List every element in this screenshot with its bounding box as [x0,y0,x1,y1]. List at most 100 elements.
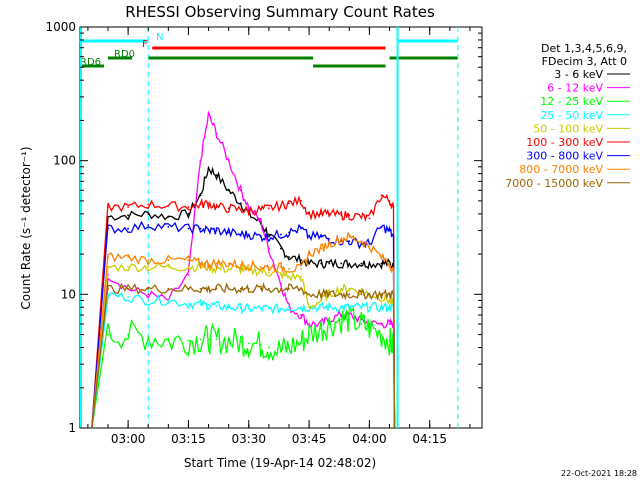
data-point [388,200,391,202]
y-tick-label: 1 [68,421,76,435]
data-point [259,266,262,268]
data-point [259,307,262,310]
data-point [308,212,310,215]
legend: Det 1,3,4,5,6,9,FDecim 3, Att 03 - 6 keV… [505,42,630,190]
data-point [388,262,391,265]
data-point [368,245,371,247]
data-point [147,287,150,290]
data-point [267,235,270,238]
data-point [300,341,302,343]
data-point [259,235,262,238]
data-point [320,212,323,215]
data-point [300,314,302,316]
data-point [167,204,170,207]
data-point [368,242,371,245]
data-point [328,293,331,296]
data-point [320,262,323,265]
data-point [288,202,290,205]
data-point [127,296,130,299]
data-point [167,259,170,262]
data-point [239,287,242,290]
data-point [300,306,302,309]
data-point [127,227,130,230]
data-point [280,266,282,268]
data-point [280,273,282,276]
data-point [107,266,109,268]
data-point [147,203,150,206]
data-point [380,333,383,336]
data-point [199,287,202,290]
legend-header: FDecim 3, Att 0 [542,55,627,68]
data-point [127,206,130,208]
data-point [215,229,218,232]
data-point [227,262,230,265]
data-point [300,227,302,230]
data-point [167,266,170,268]
data-point [288,306,290,309]
data-point [107,333,109,336]
data-point [308,323,310,325]
data-point [288,287,290,290]
data-point [127,333,130,336]
legend-entry: 12 - 25 keV [540,95,603,108]
data-point [392,206,395,208]
data-point [215,304,218,307]
data-point [320,235,323,238]
data-point [187,266,190,268]
data-point [247,307,250,310]
data-point [227,231,230,234]
data-point [340,214,343,217]
data-point [247,287,250,290]
data-point [368,293,371,296]
data-point [360,293,363,296]
data-point [348,235,351,238]
data-point [187,339,190,342]
data-point [167,215,170,218]
data-point [280,247,282,250]
data-point [187,259,190,262]
data-point [280,287,282,290]
data-point [280,282,282,285]
data-point [320,306,323,309]
data-point [388,339,391,342]
axes-group: 03:00 03:15 03:30 03:45 04:00 04:15 1 10 100 1000 [45,20,482,446]
data-point [348,318,351,321]
data-point [259,208,262,211]
data-point [300,287,302,290]
data-point [199,262,202,265]
data-point [267,207,270,210]
data-point [267,266,270,268]
data-point [288,256,290,258]
data-point [239,208,242,211]
data-point [167,339,170,342]
data-point [340,237,343,240]
data-point [388,229,391,232]
data-point [328,323,331,325]
data-point [227,267,230,270]
y-tick-label: 100 [53,154,76,168]
data-point [187,273,190,276]
data-point [348,240,351,243]
data-point [280,307,282,310]
data-point [215,338,218,341]
data-point [388,323,391,325]
data-point [320,328,323,330]
data-point [348,287,351,290]
x-tick-label: 03:15 [171,432,206,446]
legend-entry: 7000 - 15000 keV [505,177,603,190]
data-point [388,306,391,309]
x-axis-label: Start Time (19-Apr-14 02:48:02) [184,456,376,470]
data-point [259,287,262,290]
data-point [380,306,383,309]
data-point [308,306,310,309]
data-point [215,132,218,135]
data-point [167,287,170,290]
legend-entry: 25 - 50 keV [540,109,603,122]
data-point [328,212,331,215]
data-point [239,341,242,343]
data-point [147,212,150,215]
data-point [199,159,202,162]
data-point [107,256,109,258]
data-point [380,256,383,258]
data-point [340,293,343,296]
